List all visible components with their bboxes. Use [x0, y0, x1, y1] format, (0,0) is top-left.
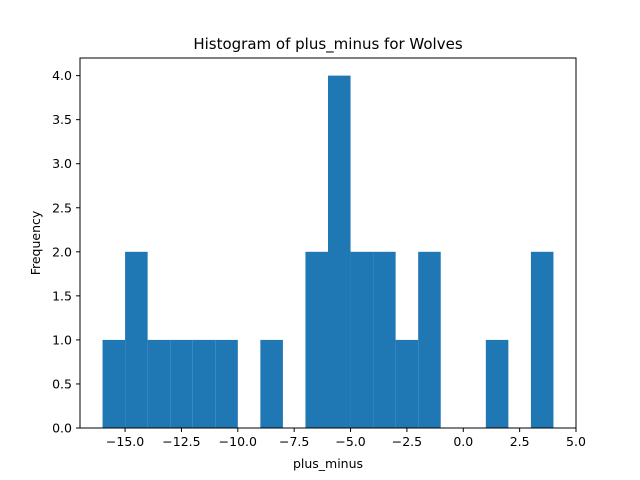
- histogram-bar: [350, 251, 374, 428]
- x-axis-label: plus_minus: [293, 456, 363, 471]
- histogram-bar: [418, 251, 441, 428]
- plot-frame: [79, 57, 577, 429]
- y-axis-label: Frequency: [28, 210, 43, 275]
- y-tick-label: 3.0: [52, 156, 72, 171]
- x-tick-label: −2.5: [392, 434, 422, 449]
- y-axis-ticks: 0.0 0.5 1.0 1.5 2.0 2.5 3.0 3.5 4.0: [52, 68, 80, 436]
- histogram-bar: [530, 251, 554, 428]
- y-tick-label: 2.0: [52, 244, 72, 259]
- x-axis-ticks: −15.0 −12.5 −10.0 −7.5 −5.0 −2.5 0.0 2.5 5.0: [106, 428, 586, 449]
- x-tick-label: 2.5: [510, 434, 530, 449]
- histogram-bar: [328, 75, 351, 428]
- x-tick-label: −12.5: [162, 434, 200, 449]
- x-tick-label: −15.0: [106, 434, 144, 449]
- histogram-bar: [305, 251, 328, 428]
- x-tick-label: −5.0: [335, 434, 365, 449]
- y-tick-label: 3.5: [52, 112, 72, 127]
- histogram-bar: [395, 339, 419, 428]
- x-tick-label: −10.0: [219, 434, 257, 449]
- y-tick-label: 2.5: [52, 200, 72, 215]
- histogram-bar: [215, 339, 238, 428]
- y-tick-label: 1.5: [52, 288, 72, 303]
- histogram-bar: [125, 251, 148, 428]
- x-tick-label: −7.5: [279, 434, 309, 449]
- histogram-bar: [260, 339, 283, 428]
- x-tick-label: 0.0: [453, 434, 473, 449]
- y-tick-label: 0.5: [52, 376, 72, 391]
- histogram-bar: [102, 339, 126, 428]
- histogram-bar: [192, 339, 216, 428]
- y-tick-label: 1.0: [52, 332, 72, 347]
- bars-group: [102, 75, 554, 428]
- histogram-bar: [147, 339, 171, 428]
- histogram-bar: [373, 251, 396, 428]
- y-tick-label: 4.0: [52, 68, 72, 83]
- histogram-bar: [485, 339, 509, 428]
- x-tick-label: 5.0: [566, 434, 586, 449]
- chart-title: Histogram of plus_minus for Wolves: [193, 35, 462, 54]
- y-tick-label: 0.0: [52, 421, 72, 436]
- histogram-bar: [170, 339, 193, 428]
